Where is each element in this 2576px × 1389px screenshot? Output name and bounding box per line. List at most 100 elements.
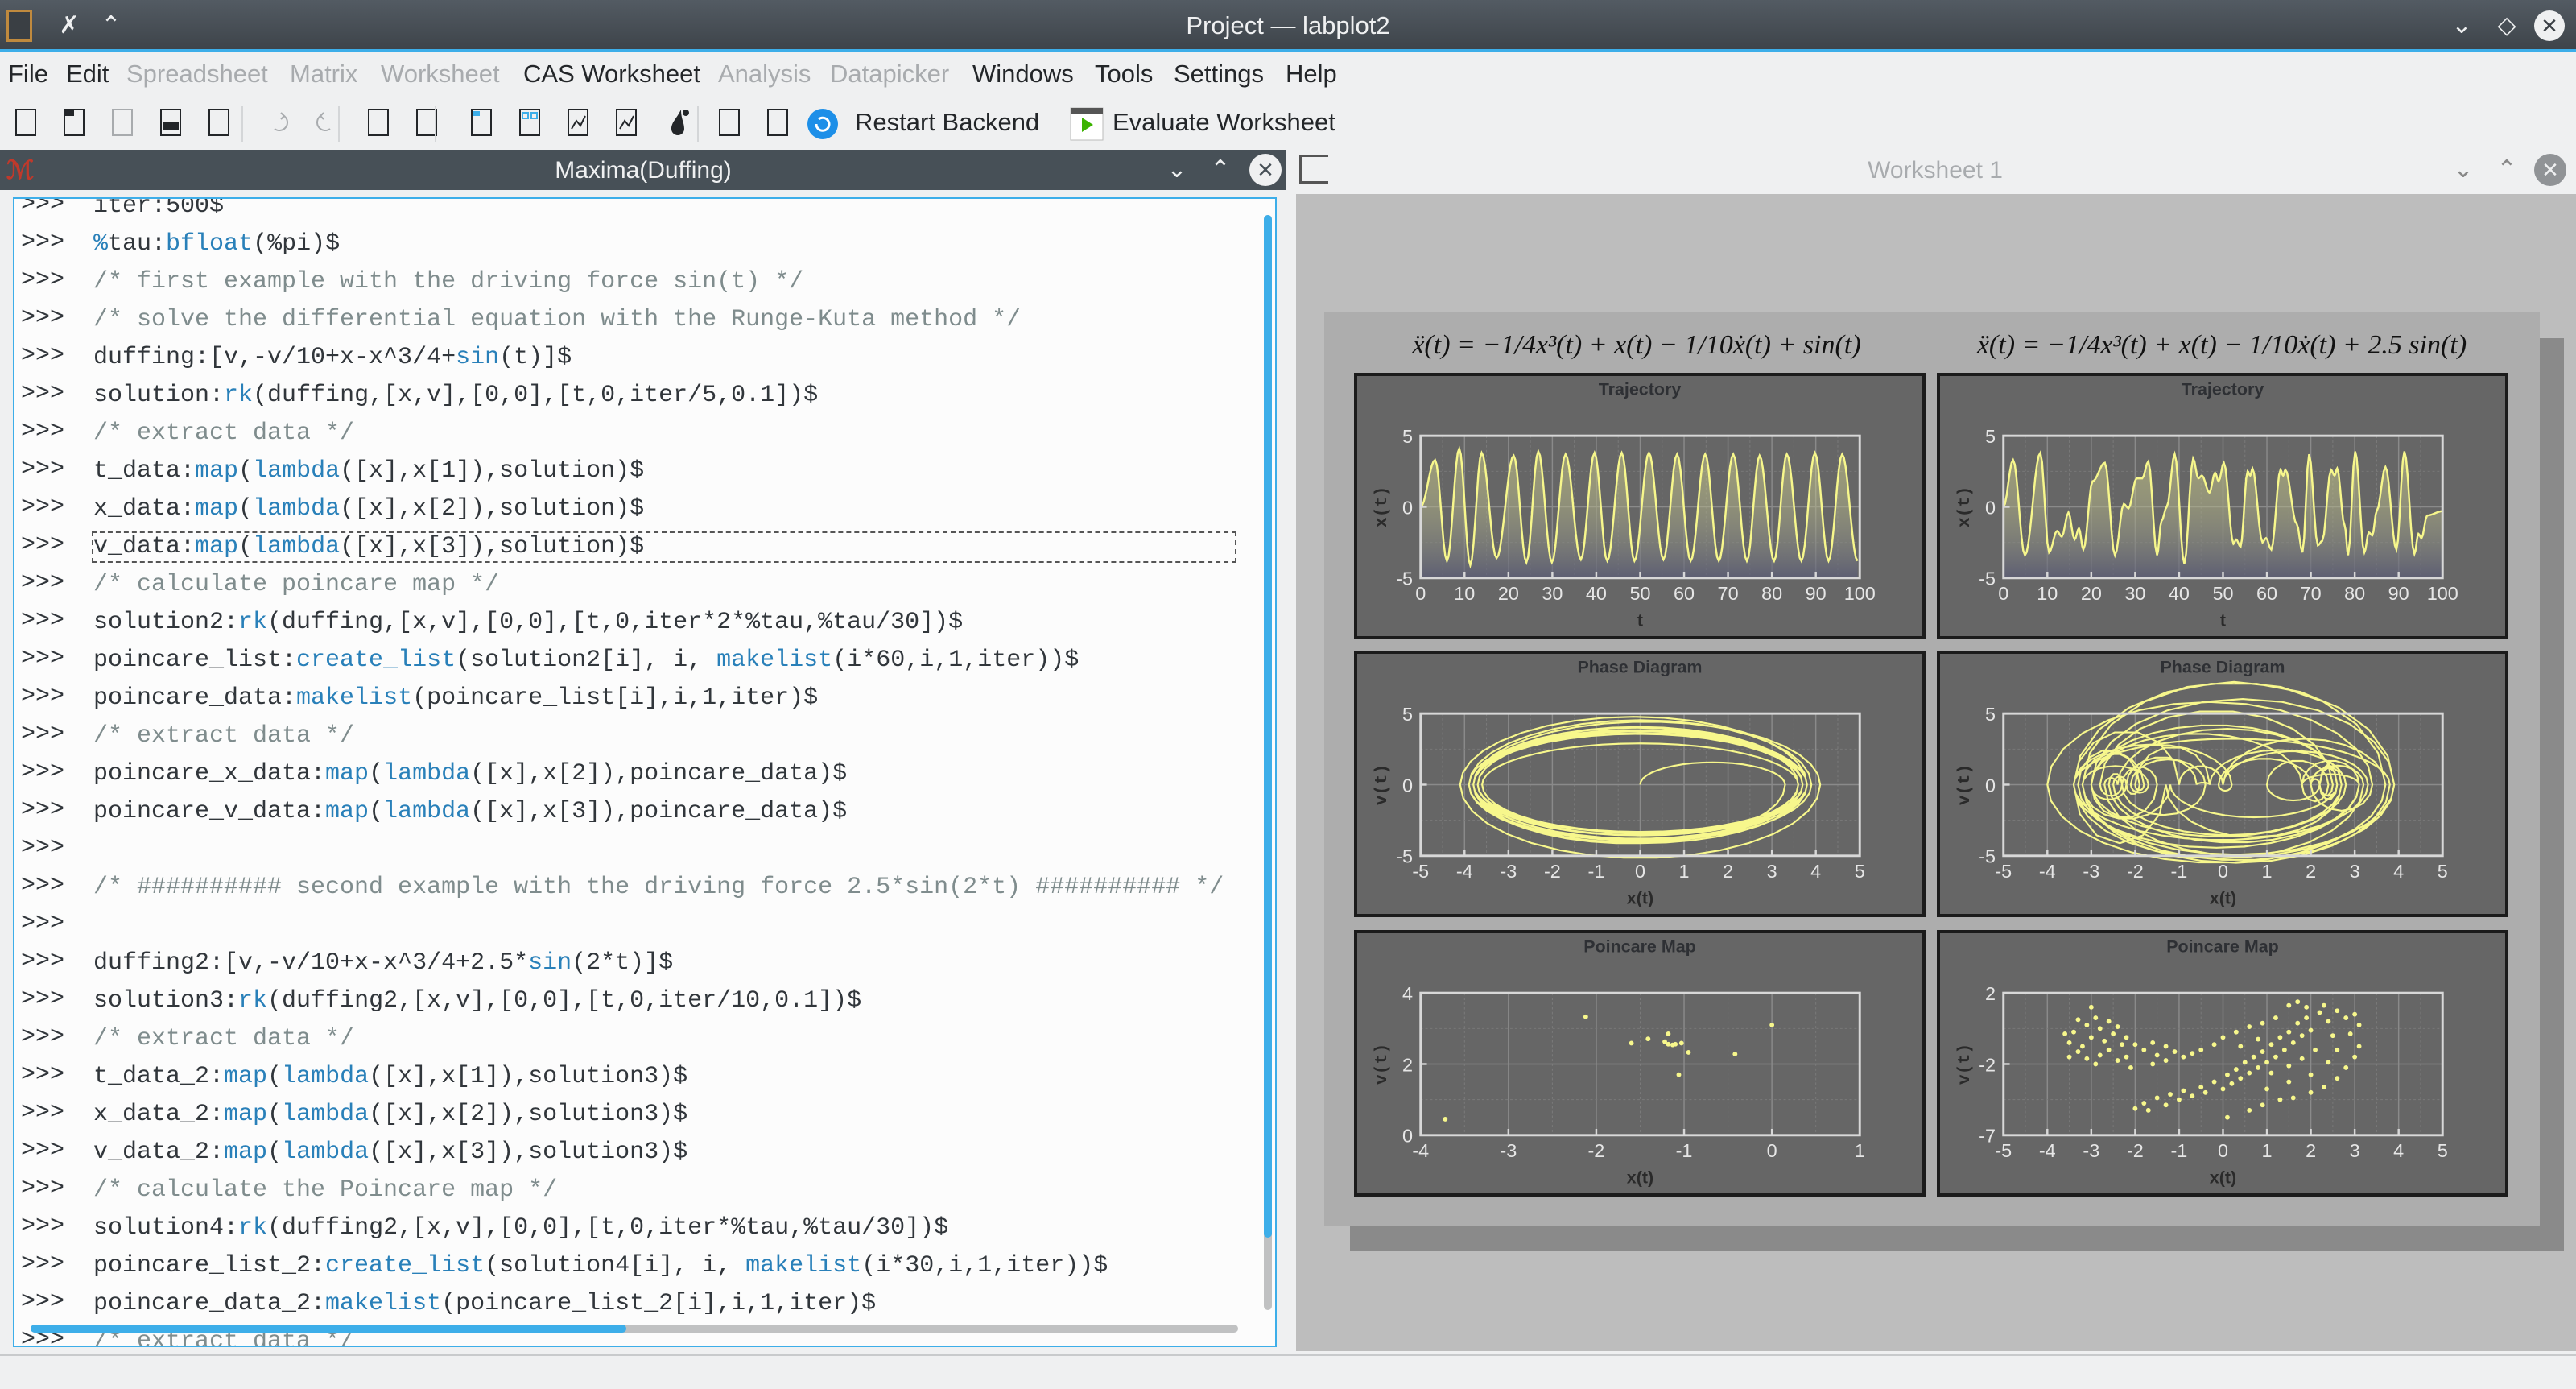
cas-entry[interactable]: >>> solution4:rk(duffing2,[x,v],[0,0],[t,… (14, 1209, 1254, 1247)
entry-input[interactable]: /* calculate the Poincare map */ (92, 1175, 1236, 1206)
new-note-button[interactable] (660, 105, 696, 140)
entry-input[interactable]: /* extract data */ (92, 418, 1236, 449)
menu-matrix[interactable]: Matrix (290, 60, 358, 88)
new-workbook-button[interactable] (409, 105, 444, 140)
cas-entry[interactable]: >>> /* extract data */ (14, 717, 1254, 755)
cas-entry[interactable]: >>> (14, 907, 1254, 945)
maximize-icon[interactable]: ◇ (2497, 12, 2516, 39)
cas-entry[interactable]: >>> solution2:rk(duffing,[x,v],[0,0],[t,0… (14, 604, 1254, 642)
entry-input[interactable]: poincare_list:create_list(solution2[i], … (92, 645, 1236, 676)
plot-poincare-2[interactable]: Poincare Map -5 -4 -3 -2 -1 0 1 2 3 4 5 -7 -2 2 x(t) v(t… (1937, 930, 2508, 1197)
cas-entry[interactable]: >>> (14, 831, 1254, 869)
cas-entry[interactable]: >>> /* solve the differential equation wi… (14, 301, 1254, 339)
cas-entry[interactable]: >>> duffing2:[v,-v/10+x-x^3/4+2.5*sin(2*t… (14, 945, 1254, 982)
cas-entry[interactable]: >>> x_data:map(lambda([x],x[2]),solution)… (14, 490, 1254, 528)
entry-input[interactable]: duffing2:[v,-v/10+x-x^3/4+2.5*sin(2*t)]$ (92, 948, 1236, 979)
entry-input[interactable]: v_data_2:map(lambda([x],x[3]),solution3)… (92, 1137, 1236, 1168)
entry-input[interactable]: iter:500$ (92, 199, 1236, 222)
entry-input[interactable]: x_data:map(lambda([x],x[2]),solution)$ (92, 494, 1236, 525)
open-button[interactable] (56, 105, 92, 140)
dock-maximize-button[interactable]: ⌃ (1210, 156, 1231, 183)
restart-backend-label[interactable]: Restart Backend (855, 108, 1040, 136)
keep-above-icon[interactable]: ⌃ (101, 12, 122, 39)
cas-entry[interactable]: >>> /* calculate the Poincare map */ (14, 1172, 1254, 1209)
cas-entry[interactable]: >>> solution3:rk(duffing2,[x,v],[0,0],[t,… (14, 982, 1254, 1020)
cas-entry[interactable]: >>> poincare_data:makelist(poincare_list[… (14, 680, 1254, 717)
entry-input[interactable]: /* extract data */ (92, 721, 1236, 752)
restart-backend-button[interactable] (805, 106, 840, 142)
cas-entry[interactable]: >>> poincare_x_data:map(lambda([x],x[2]),… (14, 755, 1254, 793)
dock-close-button[interactable]: ✕ (2534, 154, 2566, 186)
cas-entry[interactable]: >>> v_data:map(lambda([x],x[3]),solution)… (14, 528, 1254, 566)
entry-input[interactable]: duffing:[v,-v/10+x-x^3/4+sin(t)]$ (92, 342, 1236, 374)
dock-float-button[interactable]: ⌄ (2453, 156, 2474, 183)
new-matrix-button[interactable] (512, 105, 547, 140)
plot-trajectory-1[interactable]: Trajectory 0 10 20 30 40 50 60 70 80 90 100 -5 0 5 t x(t… (1354, 373, 1926, 639)
cas-entry[interactable]: >>> /* first example with the driving for… (14, 263, 1254, 301)
menu-windows[interactable]: Windows (972, 60, 1074, 88)
print-preview-button[interactable] (201, 105, 237, 140)
entry-input[interactable]: solution4:rk(duffing2,[x,v],[0,0],[t,0,i… (92, 1213, 1236, 1244)
entry-input[interactable]: x_data_2:map(lambda([x],x[2]),solution3)… (92, 1099, 1236, 1131)
menu-help[interactable]: Help (1286, 60, 1337, 88)
entry-input[interactable]: poincare_data:makelist(poincare_list[i],… (92, 683, 1236, 714)
new-worksheet-button[interactable] (609, 105, 644, 140)
import-button[interactable] (712, 105, 747, 140)
cas-entry[interactable]: >>> duffing:[v,-v/10+x-x^3/4+sin(t)]$ (14, 339, 1254, 377)
entry-input[interactable]: solution2:rk(duffing,[x,v],[0,0],[t,0,it… (92, 607, 1236, 639)
cas-entry[interactable]: >>> v_data_2:map(lambda([x],x[3]),solutio… (14, 1134, 1254, 1172)
print-button[interactable] (153, 105, 188, 140)
cas-entry[interactable]: >>> x_data_2:map(lambda([x],x[2]),solutio… (14, 1096, 1254, 1134)
menu-datapicker[interactable]: Datapicker (830, 60, 950, 88)
menu-edit[interactable]: Edit (66, 60, 109, 88)
menu-cas-worksheet[interactable]: CAS Worksheet (523, 60, 700, 88)
entry-input[interactable]: %tau:bfloat(%pi)$ (92, 229, 1236, 260)
menu-analysis[interactable]: Analysis (718, 60, 811, 88)
plot-trajectory-2[interactable]: Trajectory 0 10 20 30 40 50 60 70 80 90 100 -5 0 5 t x(t… (1937, 373, 2508, 639)
new-project-button[interactable] (8, 105, 43, 140)
entry-input[interactable]: /* calculate poincare map */ (92, 569, 1236, 601)
cas-entry[interactable]: >>> /* extract data */ (14, 415, 1254, 453)
undo-button[interactable] (262, 105, 297, 140)
new-spreadsheet-button[interactable] (464, 105, 499, 140)
menu-file[interactable]: File (8, 60, 48, 88)
cas-entry[interactable]: >>> t_data:map(lambda([x],x[1]),solution)… (14, 453, 1254, 490)
new-datapicker-button[interactable] (560, 105, 596, 140)
plot-phase-1[interactable]: Phase Diagram -5 -4 -3 -2 -1 0 1 2 3 4 5 -5 0 5 x(t) v(t… (1354, 651, 1926, 917)
minimize-icon[interactable]: ⌄ (2451, 12, 2472, 39)
cas-entry[interactable]: >>> t_data_2:map(lambda([x],x[1]),solutio… (14, 1058, 1254, 1096)
menu-tools[interactable]: Tools (1095, 60, 1154, 88)
pin-icon[interactable]: ✗ (59, 12, 80, 39)
entry-input[interactable]: solution3:rk(duffing2,[x,v],[0,0],[t,0,i… (92, 986, 1236, 1017)
dock-maximize-button[interactable]: ⌃ (2496, 156, 2517, 183)
menu-settings[interactable]: Settings (1174, 60, 1265, 88)
entry-input[interactable] (92, 910, 1236, 941)
plot-phase-2[interactable]: Phase Diagram -5 -4 -3 -2 -1 0 1 2 3 4 5 -5 0 5 x(t) v(t… (1937, 651, 2508, 917)
cas-entry[interactable]: >>> poincare_list_2:create_list(solution4… (14, 1247, 1254, 1285)
dock-close-button[interactable]: ✕ (1249, 154, 1282, 186)
cas-entry[interactable]: >>> poincare_list:create_list(solution2[i… (14, 642, 1254, 680)
vertical-scrollbar-thumb[interactable] (1264, 215, 1272, 1238)
menu-worksheet[interactable]: Worksheet (381, 60, 500, 88)
evaluate-worksheet-label[interactable]: Evaluate Worksheet (1113, 108, 1335, 136)
close-window-button[interactable]: ✕ (2534, 10, 2565, 41)
cas-entry[interactable]: >>> poincare_data_2:makelist(poincare_lis… (14, 1285, 1254, 1323)
cas-entry[interactable]: >>> /* extract data */ (14, 1020, 1254, 1058)
cas-entry[interactable]: >>> /* calculate poincare map */ (14, 566, 1254, 604)
entry-input[interactable]: v_data:map(lambda([x],x[3]),solution)$ (92, 531, 1236, 563)
entry-input[interactable]: t_data:map(lambda([x],x[1]),solution)$ (92, 456, 1236, 487)
entry-input[interactable]: poincare_data_2:makelist(poincare_list_2… (92, 1288, 1236, 1320)
entry-input[interactable]: poincare_v_data:map(lambda([x],x[3]),poi… (92, 796, 1236, 828)
menu-spreadsheet[interactable]: Spreadsheet (126, 60, 268, 88)
entry-input[interactable]: /* first example with the driving force … (92, 267, 1236, 298)
entry-input[interactable] (92, 834, 1236, 866)
entry-input[interactable]: /* solve the differential equation with … (92, 304, 1236, 336)
dock-float-button[interactable]: ⌄ (1166, 156, 1187, 183)
entry-input[interactable]: t_data_2:map(lambda([x],x[1]),solution3)… (92, 1061, 1236, 1093)
evaluate-worksheet-button[interactable] (1069, 106, 1104, 142)
new-folder-button[interactable] (361, 105, 396, 140)
entry-input[interactable]: /* extract data */ (92, 1023, 1236, 1055)
redo-button[interactable] (308, 105, 343, 140)
entry-input[interactable]: poincare_list_2:create_list(solution4[i]… (92, 1251, 1236, 1282)
cas-entry[interactable]: >>> iter:500$ (14, 199, 1254, 225)
